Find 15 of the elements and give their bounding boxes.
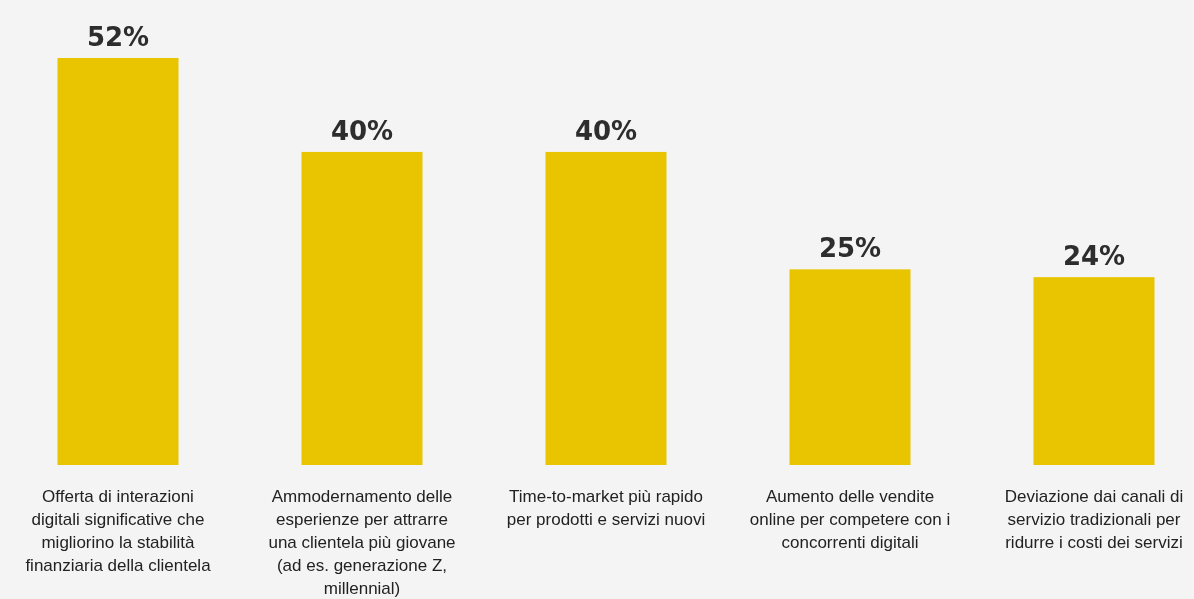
data-label: 24% xyxy=(1062,241,1126,272)
x-tick-label: Ammodernamento delle esperienze per attrarre una clientela più giovane (ad es. generazione Z, millennial) xyxy=(268,487,456,598)
x-tick-label: Aumento delle vendite online per competere con i concorrenti digitali xyxy=(749,487,951,552)
x-tick-label: Deviazione dai canali di servizio tradizionali per ridurre i costi dei servizi xyxy=(1004,487,1184,552)
bar xyxy=(545,151,667,465)
data-label: 40% xyxy=(574,115,638,146)
data-label: 40% xyxy=(330,115,394,146)
bar xyxy=(301,151,423,465)
bar xyxy=(789,269,911,465)
data-label: 25% xyxy=(818,233,882,264)
bar xyxy=(57,58,179,465)
x-tick-label: Time-to-market più rapido per prodotti e servizi nuovi xyxy=(506,487,706,529)
bar xyxy=(1033,277,1155,465)
data-label: 52% xyxy=(86,22,150,52)
x-tick-label: Offerta di interazioni digitali significative che migliorino la stabilità finanziaria della clientela xyxy=(25,487,212,575)
